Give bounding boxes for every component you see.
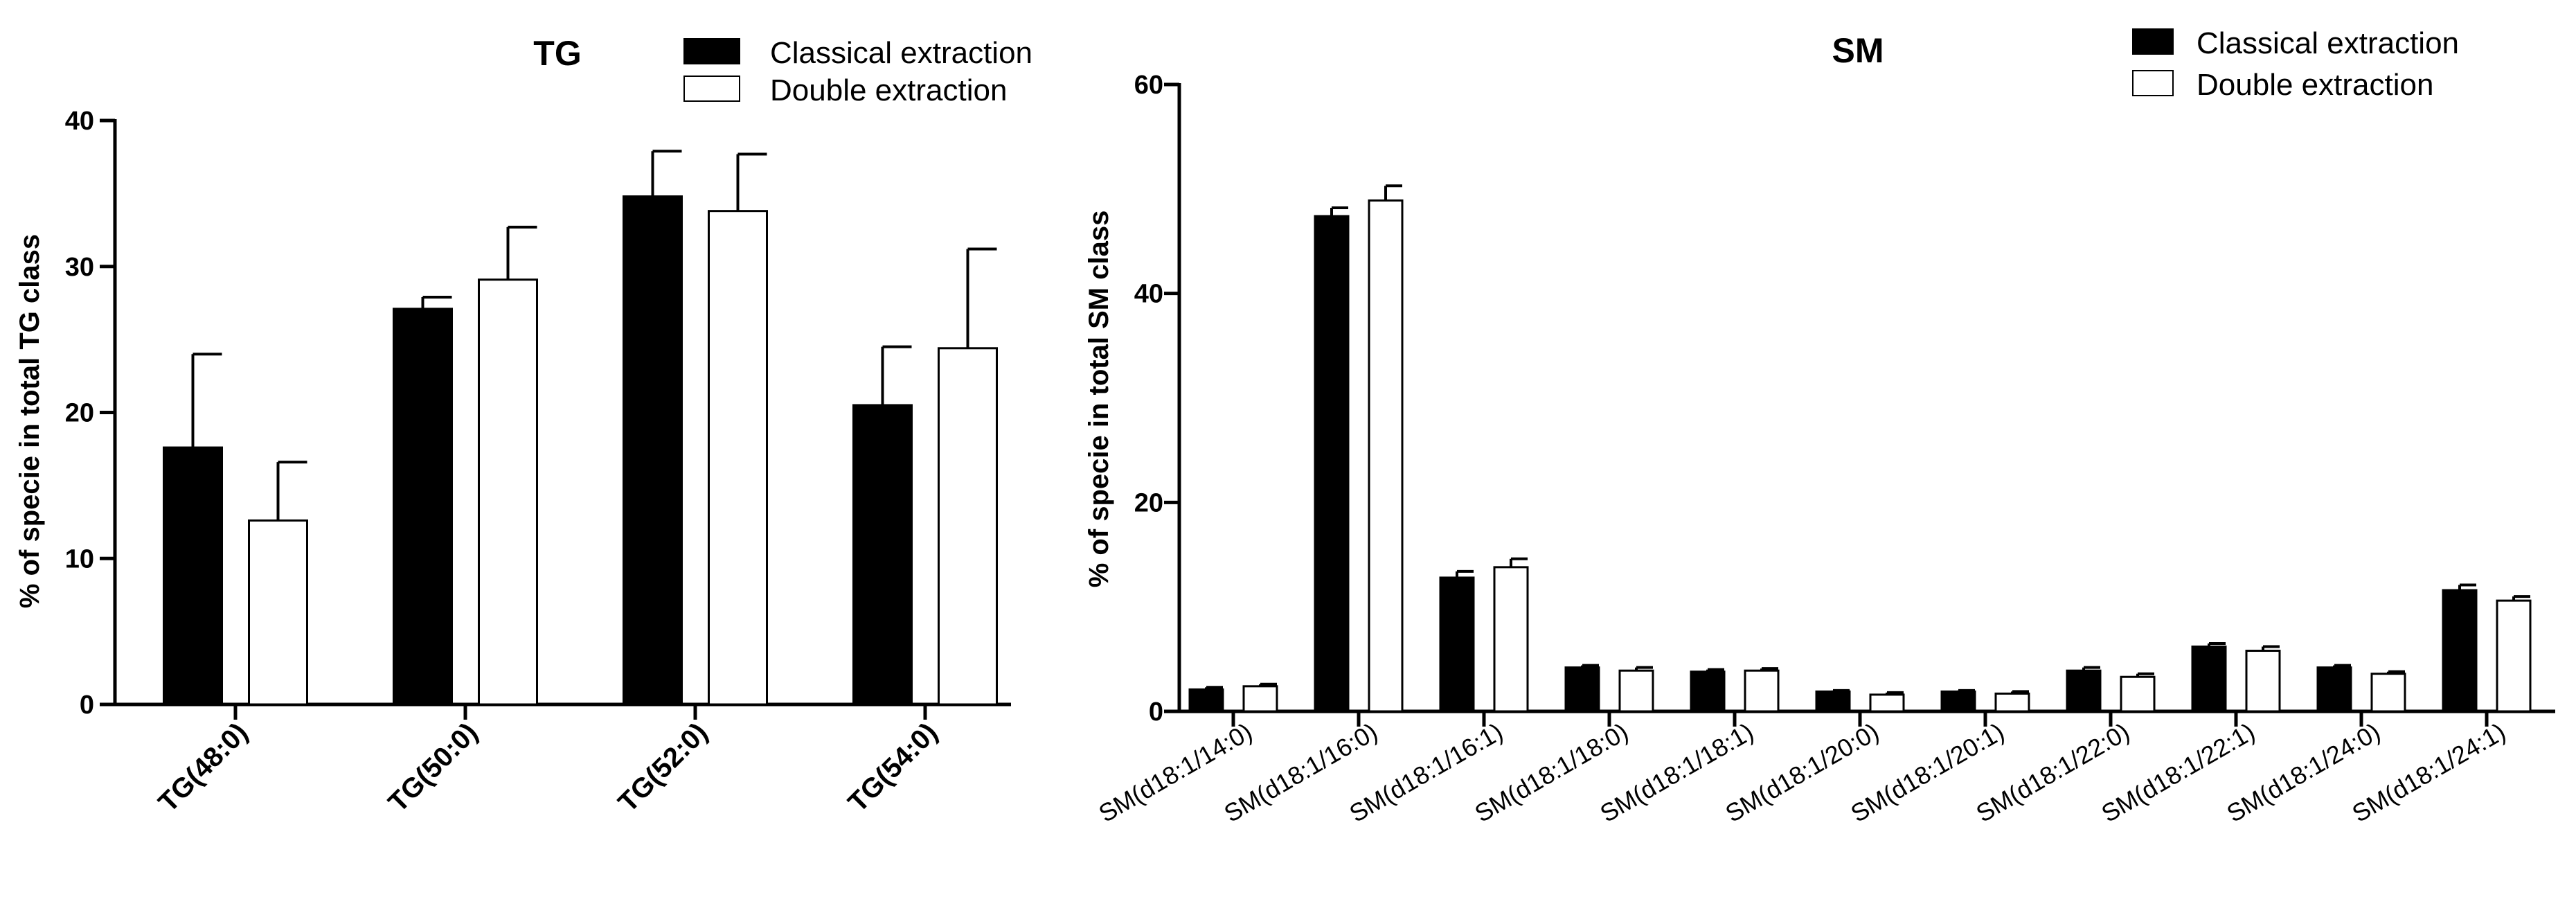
tg-bar-classical (623, 195, 683, 706)
sm-bar-classical (2191, 645, 2227, 713)
sm-bar-classical (2316, 666, 2352, 713)
sm-bar-classical (1564, 666, 1600, 713)
sm-bar-double (1618, 669, 1654, 713)
tg-legend: Classical extraction Double extraction (683, 36, 1032, 107)
tg-bar-classical (163, 446, 223, 706)
sm-legend-swatch-classical (2132, 28, 2174, 55)
sm-chart-title: SM (1832, 31, 1884, 70)
tg-y-tick-label: 20 (65, 399, 94, 428)
tg-y-axis-label: % of specie in total TG class (15, 234, 45, 608)
sm-bar-double (1869, 693, 1905, 713)
tg-bar-double (708, 210, 768, 706)
tg-category-group: TG(50:0) (383, 225, 538, 818)
sm-bar-double (2245, 650, 2281, 713)
tg-x-tick-label: TG(50:0) (383, 717, 484, 818)
sm-bar-classical (1940, 690, 1976, 713)
sm-y-tick-label: 40 (1134, 280, 1163, 309)
tg-x-tick-label: TG(48:0) (153, 717, 254, 818)
sm-bar-double (2370, 673, 2406, 713)
tg-y-tick-label: 10 (65, 544, 94, 574)
tg-bar-classical (393, 308, 453, 706)
tg-bar-double (248, 519, 308, 706)
sm-bar-classical (1439, 576, 1475, 713)
sm-bar-double (1242, 685, 1278, 713)
sm-bar-double (1744, 669, 1780, 713)
sm-legend: Classical extraction Double extraction (2132, 26, 2459, 102)
sm-bar-classical (1690, 670, 1726, 713)
sm-bar-classical (1314, 215, 1350, 713)
tg-legend-swatch-classical (683, 38, 740, 64)
sm-chart: SM % of specie in total SM class Classic… (1084, 26, 2555, 828)
sm-bar-double (1994, 692, 2030, 713)
tg-y-tick-label: 30 (65, 253, 94, 282)
sm-y-tick-label: 0 (1149, 698, 1163, 727)
tg-chart-title: TG (533, 34, 581, 73)
tg-y-tick-label: 0 (80, 691, 94, 720)
tg-category-group: TG(52:0) (613, 150, 768, 818)
tg-y-tick-label: 40 (65, 107, 94, 136)
sm-legend-label-classical: Classical extraction (2197, 26, 2459, 60)
tg-bar-double (478, 278, 538, 706)
tg-category-group: TG(54:0) (843, 247, 998, 818)
sm-y-axis-label: % of specie in total SM class (1084, 211, 1114, 588)
sm-bar-classical (2442, 589, 2478, 713)
sm-bar-double (1368, 199, 1404, 713)
sm-bar-classical (1188, 688, 1224, 713)
tg-legend-swatch-double (683, 76, 740, 102)
sm-bar-double (2120, 675, 2156, 713)
sm-bar-double (2496, 599, 2532, 713)
tg-x-tick-label: TG(52:0) (613, 717, 714, 818)
sm-legend-swatch-double (2132, 70, 2174, 96)
tg-bar-double (938, 347, 998, 706)
sm-y-tick-label: 60 (1134, 71, 1163, 100)
tg-bar-classical (852, 404, 913, 706)
sm-bar-double (1493, 566, 1529, 713)
sm-legend-label-double: Double extraction (2197, 68, 2433, 102)
tg-category-group: TG(48:0) (153, 353, 308, 818)
tg-x-tick-label: TG(54:0) (843, 717, 944, 818)
sm-y-tick-label: 20 (1134, 488, 1163, 517)
tg-legend-label-classical: Classical extraction (770, 36, 1032, 70)
sm-bar-classical (2066, 669, 2102, 713)
sm-bar-classical (1815, 690, 1851, 713)
tg-chart: TG % of specie in total TG class Classic… (15, 34, 1032, 818)
tg-legend-label-double: Double extraction (770, 73, 1007, 107)
